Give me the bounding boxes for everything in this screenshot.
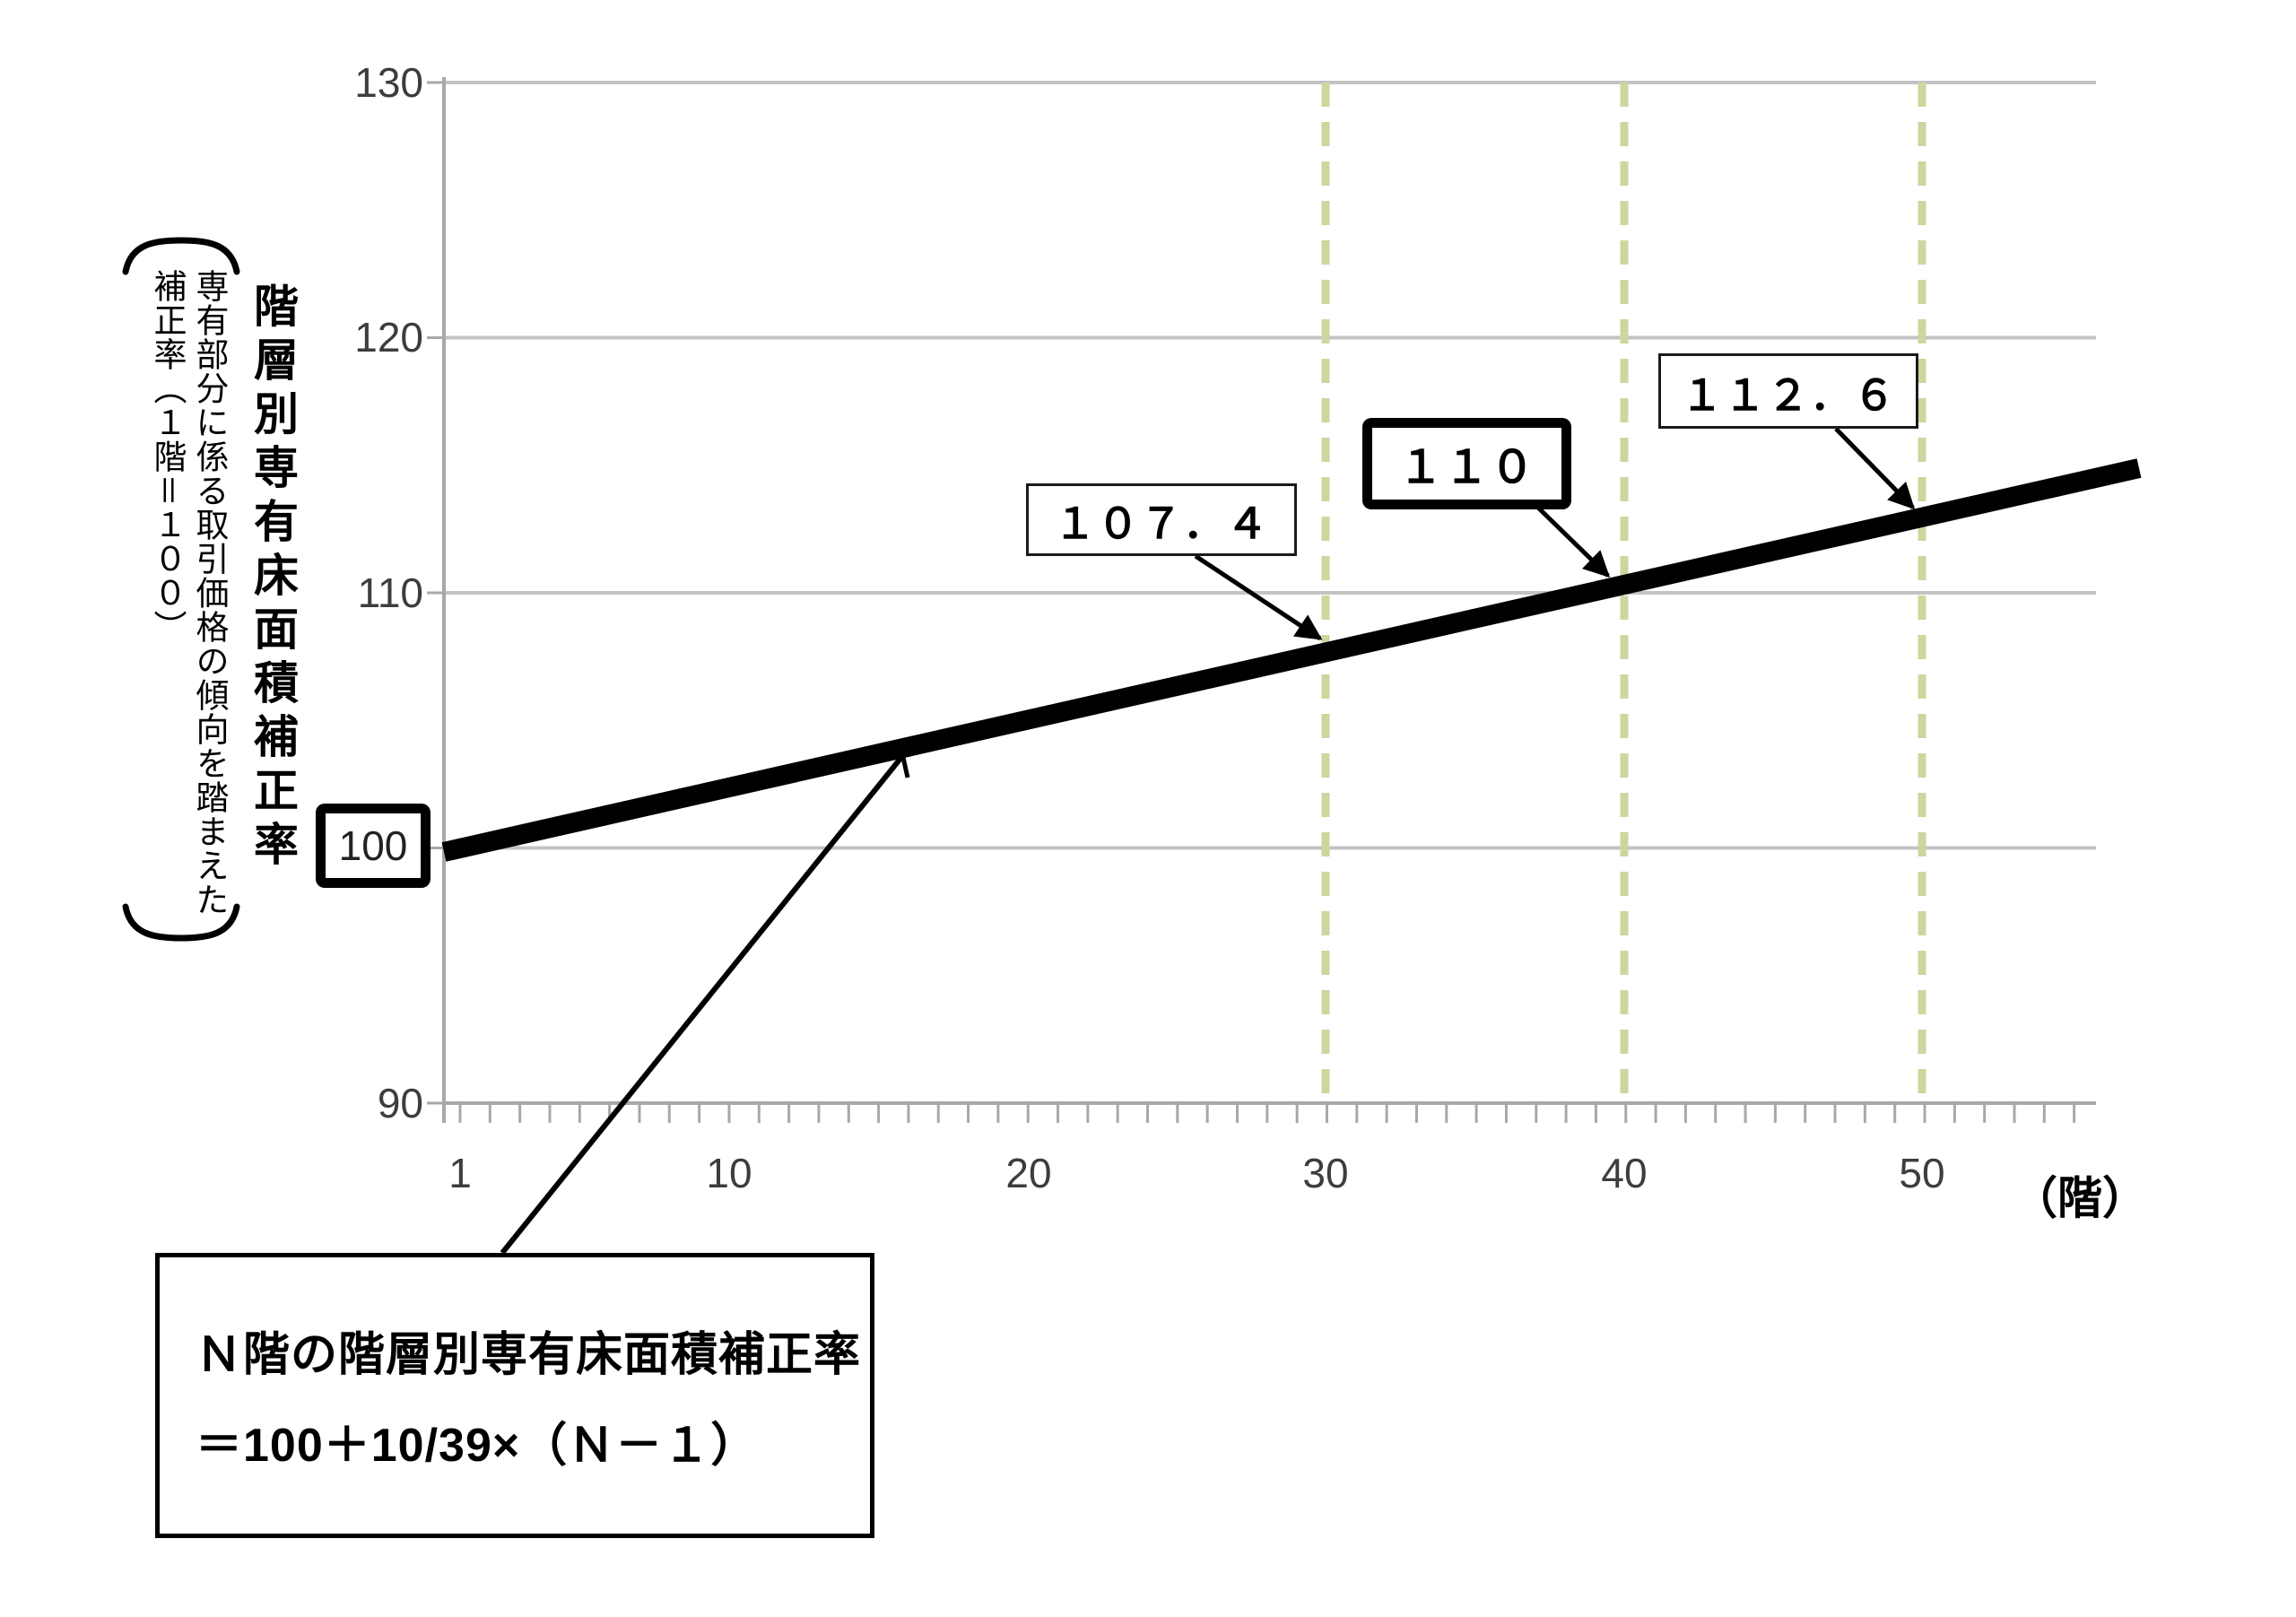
annotation-arrows [1194,427,1916,641]
formula-line-2: ＝100＋10/39×（Ｎ－１） [196,1420,759,1472]
formula-pointer-tick [900,752,910,778]
x-tick-label-50: 50 [1899,1150,1945,1196]
note-bracket-top [122,237,240,275]
x-tick-label-1: 1 [448,1150,472,1196]
y-tick-label-130: 130 [354,59,423,106]
annotation-label-110: １１０ [1398,442,1535,492]
arrow-40 [1536,506,1611,578]
y-tick-label-120: 120 [354,314,423,361]
arrow-50 [1834,427,1916,510]
arrow-30 [1194,553,1323,641]
x-tick-label-10: 10 [706,1150,752,1196]
y-axis-note-line2: 補正率（１階＝１００） [149,269,186,644]
annotation-label-112-6: １１２．６ [1681,370,1896,419]
x-tick-label-20: 20 [1005,1150,1052,1196]
y-axis-note-line1: 専有部分に係る取引価格の傾向を踏まえた [191,269,228,917]
y-100-emphasis-box: 100 [316,804,430,888]
dashed-guides [1321,83,1926,1103]
note-bracket-bottom [122,903,240,942]
formula-pointer-line [500,753,906,1255]
data-line [441,458,2142,862]
annotation-box-107-4: １０７．４ [1026,483,1297,556]
annotation-box-110: １１０ [1362,418,1571,509]
annotation-box-112-6: １１２．６ [1658,353,1918,429]
y-axis-title-vertical: 階層別専有床面積補正率 [248,283,298,874]
x-tick-label-40: 40 [1601,1150,1648,1196]
x-axis-unit-label: （階） [2013,1173,2147,1223]
y-axis-ticks [427,81,444,1105]
formula-line-1: Ｎ階の階層別専有床面積補正率 [196,1329,862,1381]
annotation-label-107-4: １０７．４ [1054,500,1269,547]
y-100-label: 100 [338,822,408,869]
formula-box: Ｎ階の階層別専有床面積補正率 ＝100＋10/39×（Ｎ－１） [155,1253,874,1538]
gridlines [444,81,2096,850]
x-tick-label-30: 30 [1302,1150,1349,1196]
y-tick-label-90: 90 [377,1080,423,1126]
x-axis-ticks [458,1103,2076,1123]
y-tick-label-110: 110 [357,569,423,616]
